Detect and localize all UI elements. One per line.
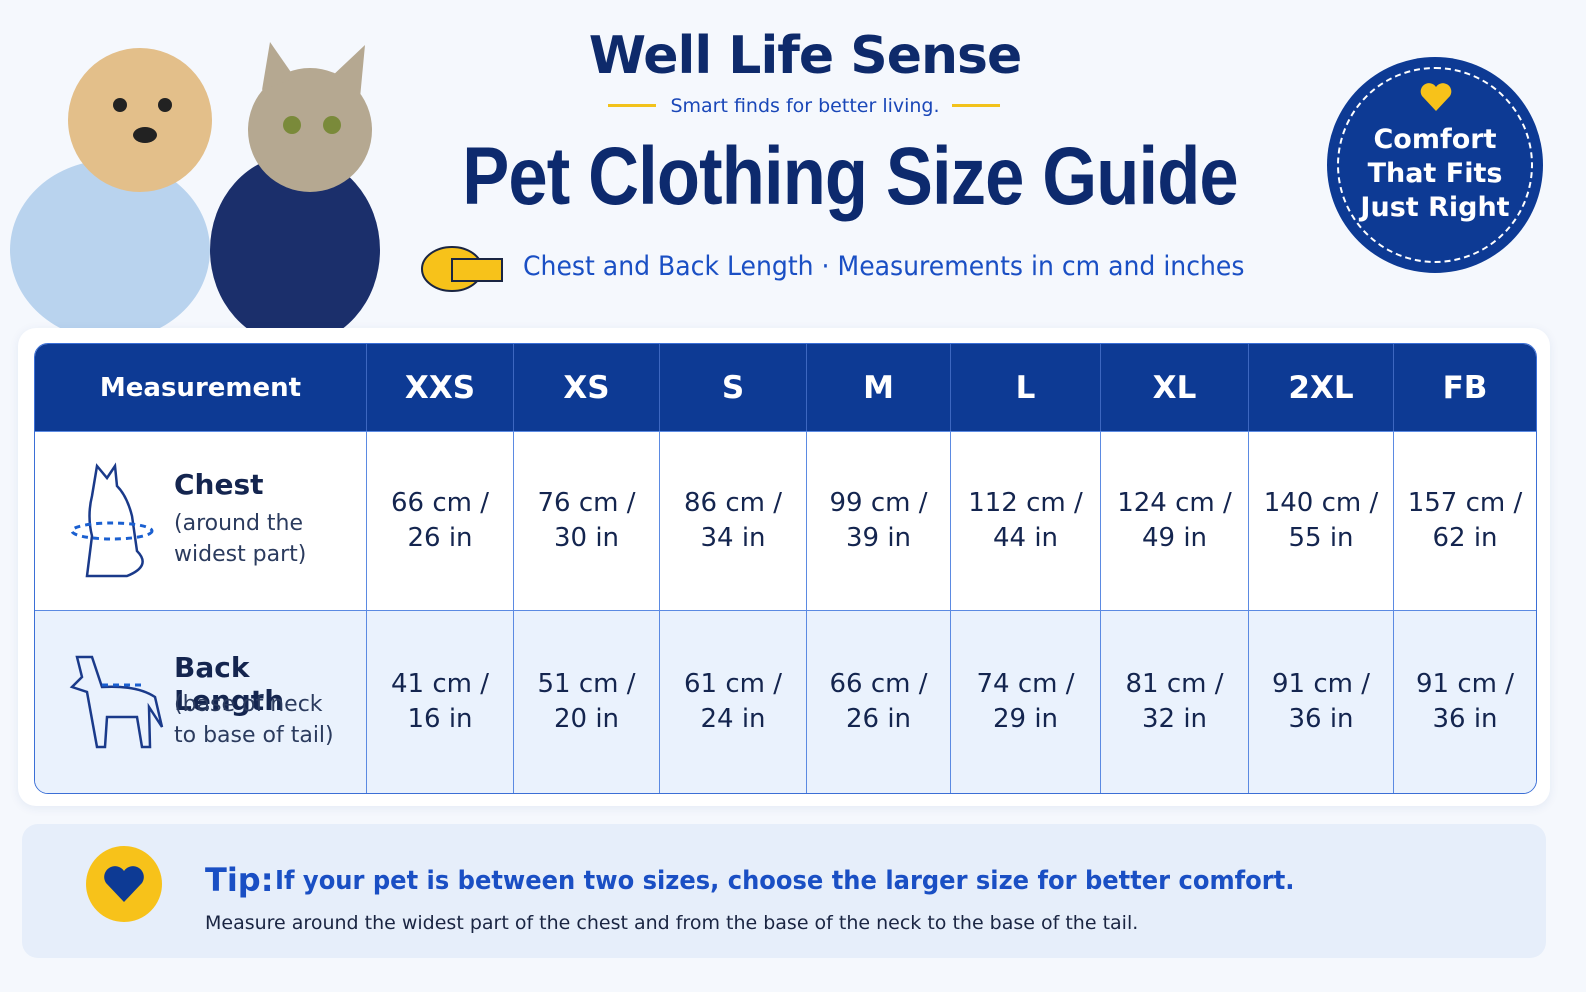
- size-value: 66 cm / 26 in: [829, 669, 928, 734]
- measurement-cell: Chest (around the widest part): [35, 431, 366, 610]
- divider: [608, 104, 656, 107]
- tagline: Smart finds for better living.: [670, 95, 940, 117]
- measurement-note: (base of neck to base of tail): [174, 692, 334, 748]
- badge-text: Comfort That Fits Just Right: [1327, 123, 1543, 225]
- tip-text: If your pet is between two sizes, choose…: [275, 866, 1295, 896]
- tip-icon: [86, 846, 162, 922]
- badge-line: That Fits: [1367, 158, 1503, 189]
- tip-box: [22, 824, 1546, 958]
- size-cell: 91 cm / 36 in: [1393, 610, 1536, 793]
- divider: [952, 104, 1000, 107]
- tip-label: Tip:: [205, 861, 274, 899]
- size-cell: 51 cm / 20 in: [513, 610, 659, 793]
- measurement-name: Chest: [174, 468, 264, 501]
- size-value: 124 cm / 49 in: [1117, 488, 1232, 553]
- size-cell: 41 cm / 16 in: [366, 610, 513, 793]
- subtitle: Chest and Back Length · Measurements in …: [523, 251, 1245, 282]
- size-cell: 124 cm / 49 in: [1100, 431, 1248, 610]
- measurement-cell: Back Length (base of neck to base of tail…: [35, 610, 366, 793]
- measurement-note: (around the widest part): [174, 511, 307, 567]
- header-cell: XXS: [366, 344, 513, 431]
- tip-note: Measure around the widest part of the ch…: [205, 912, 1139, 934]
- size-value: 157 cm / 62 in: [1407, 488, 1523, 553]
- size-cell: 74 cm / 29 in: [950, 610, 1100, 793]
- size-value: 51 cm / 20 in: [537, 669, 636, 734]
- dog-chest-icon: [70, 462, 154, 578]
- header-cell: M: [806, 344, 950, 431]
- size-value: 86 cm / 34 in: [684, 488, 782, 553]
- badge-line: Comfort: [1373, 124, 1497, 155]
- size-value: 66 cm / 26 in: [391, 488, 489, 553]
- badge-line: Just Right: [1360, 192, 1510, 223]
- size-cell: 61 cm / 24 in: [659, 610, 806, 793]
- size-table: Measurement XXS XS S M L XL 2XL FB Chest (around t…: [34, 343, 1537, 794]
- heart-icon: [104, 866, 144, 902]
- size-value: 41 cm / 16 in: [391, 669, 489, 734]
- size-cell: 66 cm / 26 in: [806, 610, 950, 793]
- brand: Well Life Sense: [588, 26, 1022, 86]
- header-cell: XL: [1100, 344, 1248, 431]
- header-cell: S: [659, 344, 806, 431]
- size-cell: 86 cm / 34 in: [659, 431, 806, 610]
- size-value: 99 cm / 39 in: [829, 488, 928, 553]
- size-cell: 99 cm / 39 in: [806, 431, 950, 610]
- size-cell: 112 cm / 44 in: [950, 431, 1100, 610]
- size-cell: 66 cm / 26 in: [366, 431, 513, 610]
- badge-ring: [1337, 67, 1533, 263]
- pet-illustration: [10, 42, 380, 345]
- size-value: 74 cm / 29 in: [976, 669, 1075, 734]
- size-cell: 81 cm / 32 in: [1100, 610, 1248, 793]
- header-cell: Measurement: [35, 344, 366, 431]
- tape-icon: [421, 246, 503, 292]
- dog-back-icon: [69, 655, 164, 749]
- size-value: 140 cm / 55 in: [1263, 488, 1379, 553]
- header-cell: XS: [513, 344, 659, 431]
- size-value: 91 cm / 36 in: [1416, 669, 1514, 734]
- size-value: 81 cm / 32 in: [1125, 669, 1224, 734]
- heart-icon: [1420, 83, 1452, 111]
- size-cell: 76 cm / 30 in: [513, 431, 659, 610]
- measurement-name: Back Length: [174, 651, 285, 717]
- size-cell: 91 cm / 36 in: [1248, 610, 1393, 793]
- size-value: 76 cm / 30 in: [537, 488, 636, 553]
- header-cell: 2XL: [1248, 344, 1393, 431]
- header-cell: L: [950, 344, 1100, 431]
- size-value: 91 cm / 36 in: [1272, 669, 1370, 734]
- size-cell: 140 cm / 55 in: [1248, 431, 1393, 610]
- header-cell: FB: [1393, 344, 1536, 431]
- title: Pet Clothing Size Guide: [462, 131, 1238, 222]
- size-cell: 157 cm / 62 in: [1393, 431, 1536, 610]
- badge: Comfort That Fits Just Right: [1327, 57, 1543, 273]
- size-value: 61 cm / 24 in: [684, 669, 782, 734]
- size-value: 112 cm / 44 in: [968, 488, 1083, 553]
